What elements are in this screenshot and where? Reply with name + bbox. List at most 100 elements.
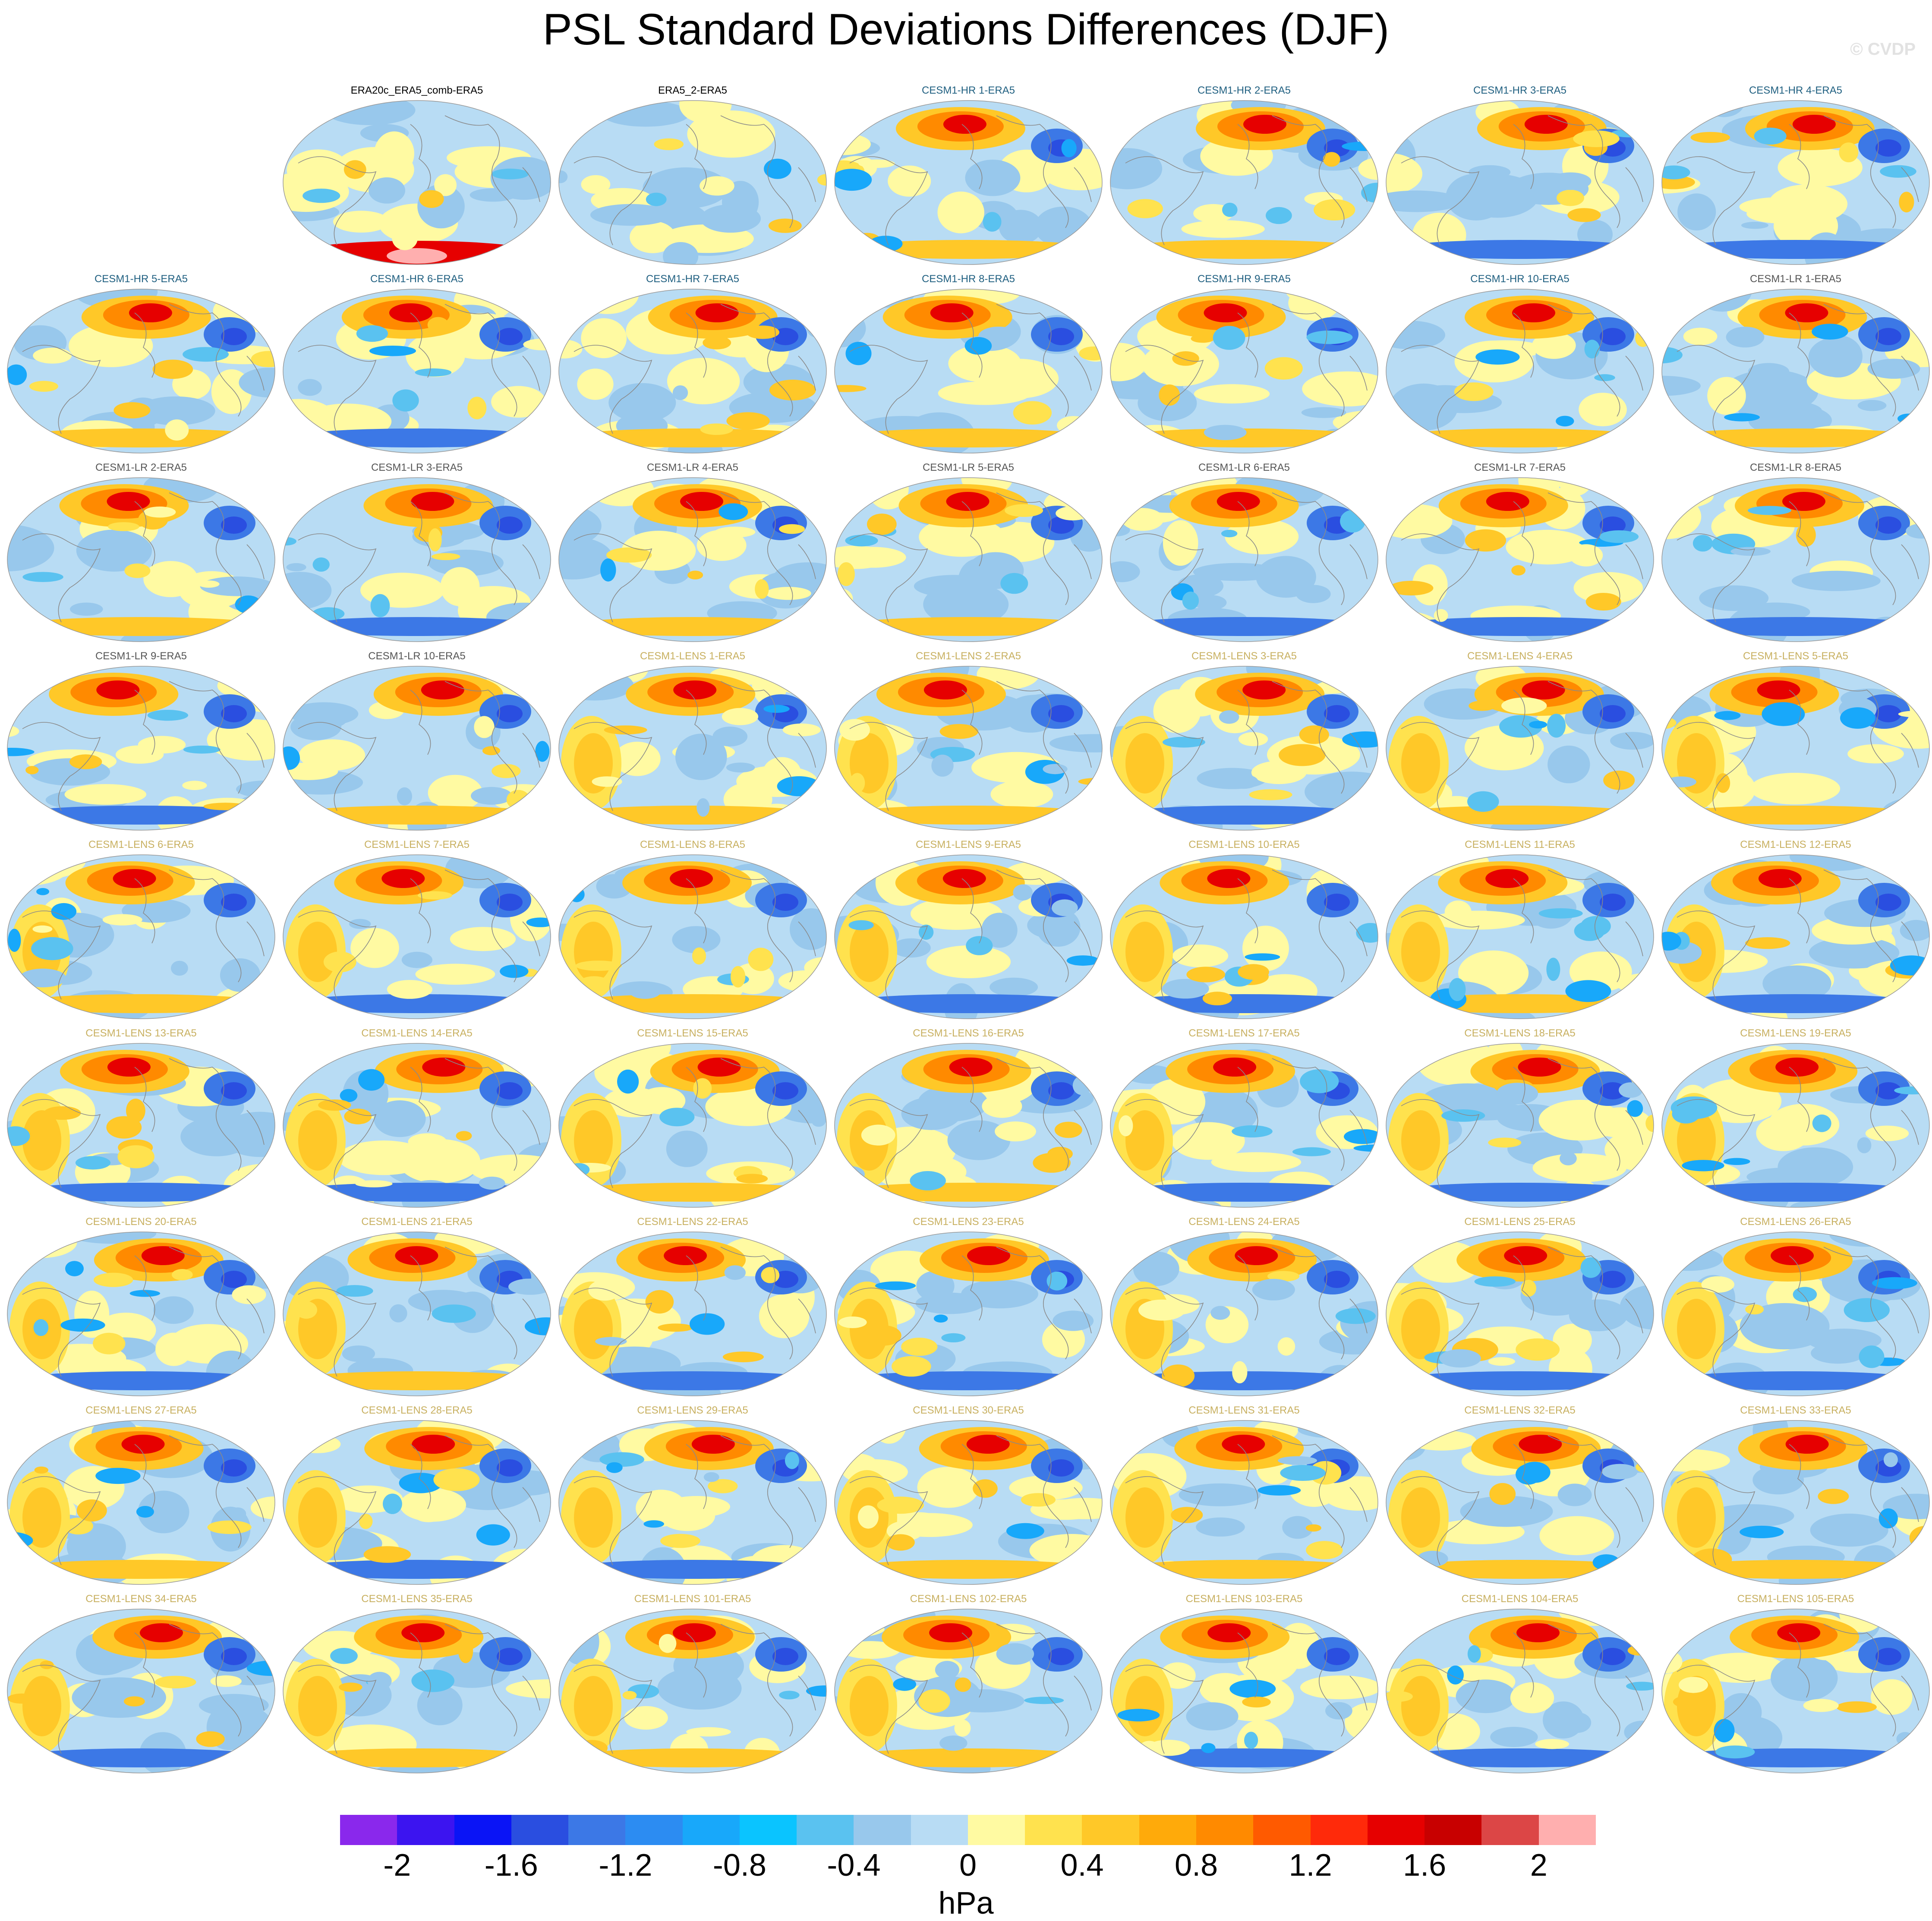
globe-map [7,477,275,642]
anomaly-contour [113,402,151,419]
anomaly-contour [1875,328,1901,345]
anomaly-contour [7,1182,41,1207]
globe-outline [1110,1231,1378,1396]
colorbar-swatch [968,1815,1025,1845]
anomaly-contour [581,318,627,359]
anomaly-contour [731,966,746,988]
panel-title: CESM1-LENS 22-ERA5 [637,1216,748,1228]
anomaly-contour [1204,425,1247,440]
anomaly-contour [506,1679,551,1699]
anomaly-contour [508,1279,551,1295]
anomaly-contour [1489,1483,1516,1505]
map-panel: CESM1-LENS 23-ERA5 [832,1216,1104,1401]
anomaly-contour [949,1058,993,1077]
anomaly-contour [1256,556,1316,598]
anomaly-contour [1875,705,1901,722]
colorbar-tick-label: 0.4 [1060,1848,1104,1883]
anomaly-contour [32,925,53,933]
anomaly-contour [697,529,747,561]
anomaly-contour [1662,932,1681,951]
coastline [22,304,265,434]
anomaly-contour [1048,1648,1074,1665]
anomaly-contour [497,705,523,722]
anomaly-contour [22,1676,61,1736]
panel-title: CESM1-LENS 12-ERA5 [1740,839,1851,850]
anomaly-contour [427,317,449,333]
anomaly-contour [938,381,1031,405]
anomaly-contour [561,1618,599,1665]
anomaly-contour [1110,148,1163,189]
anomaly-contour [491,386,546,418]
anomaly-contour [481,1008,551,1019]
globe-outline [558,854,827,1019]
anomaly-contour [283,289,321,305]
anomaly-contour [415,964,495,985]
panel-title: CESM1-LENS 102-ERA5 [910,1593,1027,1605]
anomaly-contour [1620,1285,1654,1330]
anomaly-contour [295,171,315,187]
globe-outline [7,854,275,1019]
anomaly-contour [1125,733,1164,794]
anomaly-contour [497,1459,523,1477]
anomaly-contour [1875,139,1901,157]
anomaly-contour [930,303,974,322]
anomaly-contour [1386,1232,1437,1253]
anomaly-contour [431,553,460,561]
globe-map [834,477,1103,642]
map-panel: CESM1-HR 1-ERA5 [832,85,1104,270]
globe-outline [558,100,827,265]
globe-outline [834,100,1103,265]
anomaly-contour [926,945,1011,979]
colorbar-tick-label: -1.6 [484,1848,538,1883]
anomaly-contour [806,1685,826,1697]
globe-outline [558,1420,827,1585]
anomaly-contour [40,1660,54,1669]
anomaly-contour [1557,189,1584,206]
anomaly-contour [172,1269,193,1281]
anomaly-contour [973,1479,998,1498]
anomaly-contour [1488,1137,1522,1148]
anomaly-contour [700,204,761,233]
anomaly-contour [1407,1430,1476,1451]
anomaly-contour [1324,1271,1350,1288]
anomaly-contour [182,781,207,790]
anomaly-contour [1510,1682,1554,1713]
anomaly-contour [1877,478,1923,499]
anomaly-contour [22,1487,61,1548]
globe-map [1661,1420,1930,1585]
anomaly-contour [700,176,734,196]
anomaly-contour [1878,1508,1898,1528]
anomaly-contour [670,869,713,888]
map-panel: CESM1-LENS 17-ERA5 [1108,1027,1380,1213]
globe-outline [1110,1609,1378,1773]
coastline [574,492,816,623]
anomaly-contour [1775,1058,1819,1077]
map-panel: CESM1-LENS 11-ERA5 [1384,839,1656,1024]
anomaly-contour [848,920,874,930]
anomaly-contour [1467,1645,1481,1663]
anomaly-contour [1061,1364,1102,1396]
anomaly-contour [954,1719,971,1737]
anomaly-contour [433,1468,480,1491]
anomaly-contour [1812,1114,1831,1132]
anomaly-contour [235,595,262,614]
anomaly-contour [1292,1147,1331,1156]
globe-map [1661,1231,1930,1396]
map-panel: CESM1-HR 9-ERA5 [1108,273,1380,459]
anomaly-contour [996,1643,1034,1665]
panel-title: CESM1-LENS 11-ERA5 [1465,839,1575,850]
anomaly-contour [983,212,1002,232]
globe-map [7,1231,275,1396]
map-panel: CESM1-HR 4-ERA5 [1660,85,1932,270]
anomaly-contour [1857,400,1887,411]
anomaly-contour [1219,710,1239,724]
globe-outline [1661,1043,1930,1208]
map-panel: CESM1-LENS 28-ERA5 [281,1405,553,1590]
globe-map [834,1609,1103,1773]
panel-title: CESM1-HR 8-ERA5 [921,273,1015,285]
anomaly-contour [221,705,247,722]
coastline [1125,115,1368,246]
map-panel: CESM1-LENS 32-ERA5 [1384,1405,1656,1590]
globe-map [558,477,827,642]
anomaly-contour [1778,1147,1853,1187]
